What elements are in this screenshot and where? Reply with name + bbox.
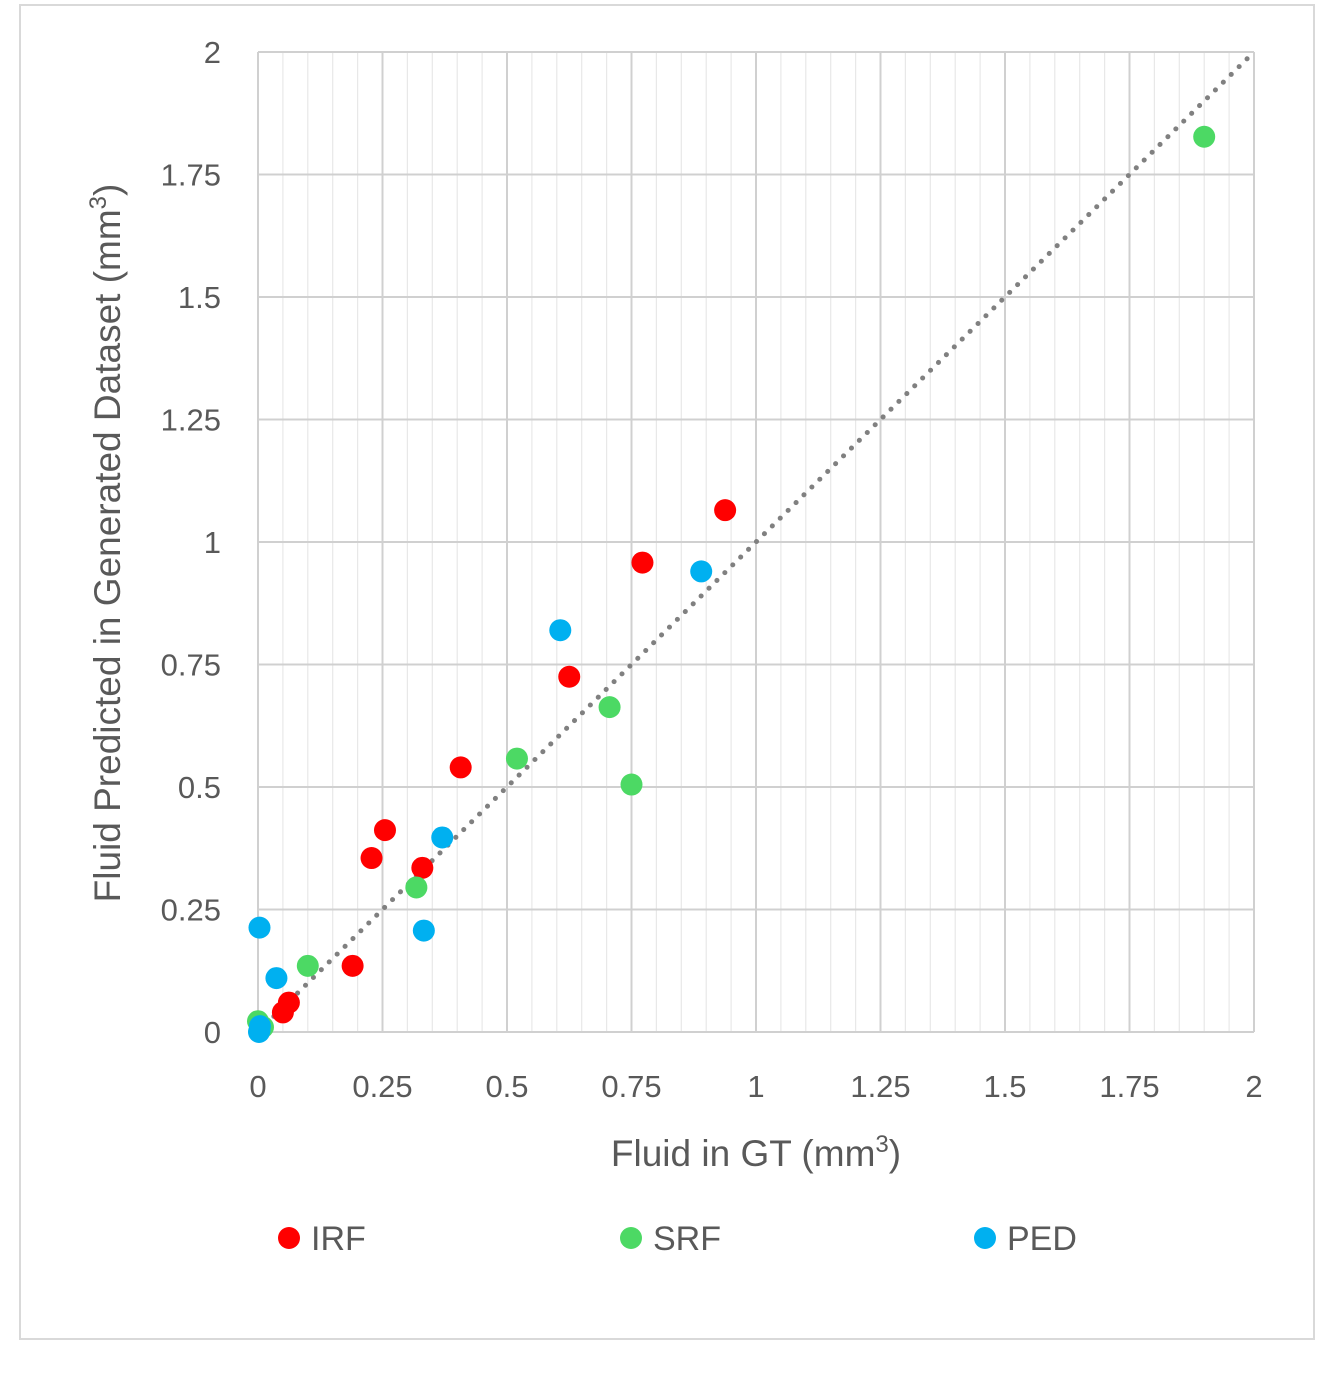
point-irf	[341, 954, 364, 977]
point-irf	[411, 856, 434, 879]
point-srf	[505, 747, 528, 770]
x-tick-label: 0.25	[352, 1069, 412, 1104]
legend-label-irf: IRF	[311, 1220, 366, 1258]
legend-label-srf: SRF	[653, 1220, 721, 1258]
y-tick-label: 1.75	[161, 158, 221, 193]
y-tick-label: 0.5	[178, 770, 221, 805]
x-tick-label: 0	[249, 1069, 266, 1104]
point-srf	[620, 773, 643, 796]
x-tick-label: 1	[747, 1069, 764, 1104]
point-irf	[631, 551, 654, 574]
x-tick-label: 0.75	[601, 1069, 661, 1104]
x-axis-ticks: 0 0.25 0.5 0.75 1 1.25 1.5 1.75 2	[249, 1069, 1262, 1104]
point-srf	[598, 696, 621, 719]
legend: IRF SRF PED	[278, 1220, 1077, 1258]
legend-marker-irf	[278, 1227, 300, 1249]
point-irf	[449, 756, 472, 779]
point-srf	[405, 876, 428, 899]
y-tick-label: 1	[204, 525, 221, 560]
point-srf	[296, 954, 319, 977]
y-tick-label: 1.25	[161, 403, 221, 438]
chart-frame	[19, 4, 1315, 1340]
y-axis-ticks: 0 0.25 0.5 0.75 1 1.25 1.5 1.75 2	[161, 35, 221, 1050]
point-ped	[248, 1015, 271, 1038]
x-tick-label: 1.75	[1099, 1069, 1159, 1104]
point-irf	[558, 665, 581, 688]
point-ped	[549, 619, 572, 642]
point-irf	[277, 991, 300, 1014]
x-axis-title: Fluid in GT (mm3)	[611, 1131, 901, 1174]
point-irf	[360, 847, 383, 870]
y-axis-title: Fluid Predicted in Generated Dataset (mm…	[85, 184, 128, 903]
x-tick-label: 1.5	[983, 1069, 1026, 1104]
point-ped	[265, 967, 288, 990]
legend-label-ped: PED	[1007, 1220, 1077, 1258]
point-ped	[690, 560, 713, 583]
x-tick-label: 1.25	[850, 1069, 910, 1104]
y-tick-label: 0.75	[161, 648, 221, 683]
y-tick-label: 2	[204, 35, 221, 70]
y-tick-label: 1.5	[178, 280, 221, 315]
x-tick-label: 0.5	[485, 1069, 528, 1104]
point-ped	[412, 919, 435, 942]
legend-marker-ped	[974, 1227, 996, 1249]
x-tick-label: 2	[1245, 1069, 1262, 1104]
legend-marker-srf	[620, 1227, 642, 1249]
point-irf	[714, 499, 737, 522]
y-tick-label: 0.25	[161, 893, 221, 928]
y-tick-label: 0	[204, 1015, 221, 1050]
point-srf	[1193, 125, 1216, 148]
data-points	[247, 125, 1216, 1043]
point-ped	[248, 916, 271, 939]
point-ped	[431, 826, 454, 849]
point-irf	[373, 819, 396, 842]
